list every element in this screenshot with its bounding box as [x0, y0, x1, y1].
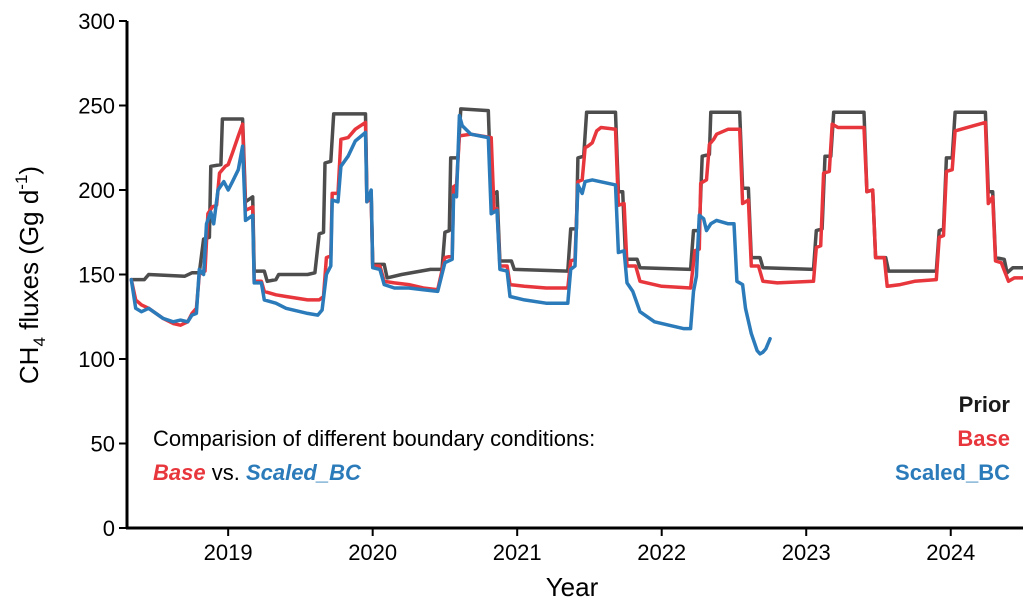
y-axis-title-sub: 4: [30, 337, 49, 346]
series-line-scaled-bc: [129, 113, 772, 356]
y-tick-label: 0: [103, 516, 115, 541]
series-lines: [129, 107, 1023, 356]
annotation-vs: vs.: [206, 460, 246, 485]
y-tick-label: 150: [78, 263, 115, 288]
x-tick-label: 2022: [637, 540, 686, 565]
annotation-base: Base: [153, 460, 206, 485]
annotation-line2: Base vs. Scaled_BC: [153, 460, 362, 485]
y-tick-label: 250: [78, 94, 115, 119]
y-tick-label: 200: [78, 178, 115, 203]
y-axis-title: CH4 fluxes (Gg d-1): [12, 166, 49, 384]
y-axis-title-main: CH: [14, 347, 44, 385]
y-tick-label: 100: [78, 347, 115, 372]
y-axis-title-end: ): [14, 166, 44, 175]
y-axis-title-mid: fluxes (Gg d: [14, 190, 44, 337]
y-axis-title-sup: -1: [12, 175, 31, 190]
legend-prior: Prior: [959, 392, 1011, 417]
legend-base: Base: [957, 426, 1010, 451]
x-tick-label: 2023: [782, 540, 831, 565]
annotation-line1: Comparision of different boundary condit…: [153, 426, 595, 451]
x-tick-label: 2019: [204, 540, 253, 565]
y-tick-label: 300: [78, 9, 115, 34]
axis-ticks: 0 50 100 150 200 250 300 2019 2020 2021 2022 2023 20…: [78, 9, 975, 565]
x-tick-label: 2020: [348, 540, 397, 565]
y-tick-label: 50: [91, 432, 115, 457]
x-axis-title: Year: [546, 572, 599, 602]
annotation-scaled: Scaled_BC: [246, 460, 362, 485]
x-tick-label: 2021: [493, 540, 542, 565]
legend-scaled-bc: Scaled_BC: [895, 460, 1010, 485]
x-tick-label: 2024: [926, 540, 975, 565]
